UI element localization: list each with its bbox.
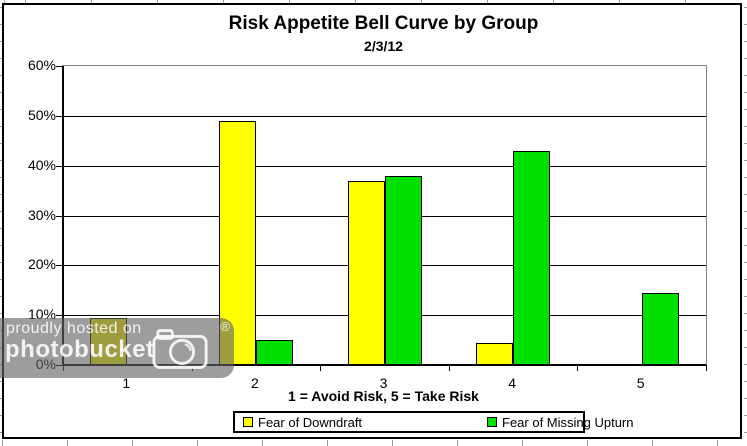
chart-title: Risk Appetite Bell Curve by Group — [228, 13, 539, 34]
x-axis-category-label: 3 — [379, 375, 388, 391]
bar-fear-of-missing-upturn-group-2 — [256, 340, 293, 365]
bar-fear-of-missing-upturn-group-5 — [642, 293, 679, 365]
x-axis-category-label: 1 — [122, 375, 131, 391]
y-axis-tick — [56, 115, 63, 117]
y-axis-tick-label: 50% — [27, 106, 56, 123]
legend-label: Fear of Missing Upturn — [502, 414, 634, 430]
legend-item-fear-of-missing-upturn: Fear of Missing Upturn — [487, 413, 634, 431]
gridline-40pct — [63, 165, 706, 167]
gridline-50pct — [63, 115, 706, 117]
legend-item-fear-of-downdraft: Fear of Downdraft — [243, 413, 362, 431]
y-axis-tick — [56, 215, 63, 217]
bar-fear-of-missing-upturn-group-4 — [513, 151, 550, 365]
image-border — [2, 3, 742, 439]
x-axis-tick — [706, 365, 707, 371]
bar-fear-of-downdraft-group-3 — [348, 181, 385, 365]
chart-subtitle: 2/3/12 — [364, 38, 403, 54]
x-axis-tick — [320, 365, 322, 371]
x-axis-category-label: 2 — [250, 375, 259, 391]
camera-icon — [152, 328, 210, 375]
legend-box: Fear of Downdraft Fear of Missing Upturn — [233, 411, 634, 433]
y-axis-tick — [56, 315, 63, 317]
x-axis-tick — [448, 365, 450, 371]
y-axis-tick — [56, 265, 63, 267]
sheet-column-ticks-bottom — [0, 440, 747, 446]
legend-swatch-green — [487, 417, 497, 427]
bar-fear-of-missing-upturn-group-3 — [385, 176, 422, 365]
watermark-text-line2: photobucket — [5, 336, 155, 363]
y-axis-tick — [56, 66, 63, 67]
y-axis-tick-label: 20% — [27, 256, 56, 273]
y-axis-tick-label: 30% — [27, 206, 56, 223]
photobucket-watermark: proudly hosted on photobucket ® — [0, 318, 234, 378]
x-axis-tick — [577, 365, 579, 371]
bar-fear-of-downdraft-group-4 — [476, 343, 513, 365]
plot-area — [56, 65, 707, 371]
y-axis-tick-label: 40% — [27, 156, 56, 173]
y-axis-tick-label: 10% — [27, 306, 56, 323]
x-axis-title: 1 = Avoid Risk, 5 = Take Risk — [288, 388, 479, 404]
bar-fear-of-downdraft-group-2 — [219, 121, 256, 365]
registered-trademark-icon: ® — [220, 319, 230, 334]
legend-swatch-yellow — [243, 417, 253, 427]
legend-label: Fear of Downdraft — [258, 414, 363, 430]
y-axis-tick-label: 60% — [27, 57, 56, 73]
x-axis-category-label: 4 — [508, 375, 516, 391]
x-axis-category-label: 5 — [636, 375, 645, 391]
x-axis-line — [62, 364, 706, 366]
watermark-text-line1: proudly hosted on — [6, 320, 142, 337]
y-axis-tick — [56, 165, 63, 167]
